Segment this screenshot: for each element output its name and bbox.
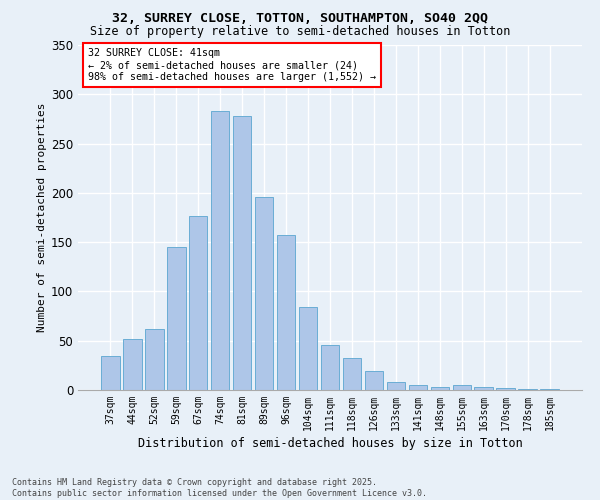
- Bar: [299, 307, 317, 390]
- Text: Contains HM Land Registry data © Crown copyright and database right 2025.
Contai: Contains HM Land Registry data © Crown c…: [12, 478, 427, 498]
- Bar: [277, 235, 295, 390]
- Bar: [541, 389, 559, 390]
- Bar: [409, 385, 427, 390]
- Bar: [386, 382, 405, 390]
- Bar: [365, 372, 383, 390]
- Y-axis label: Number of semi-detached properties: Number of semi-detached properties: [37, 103, 47, 332]
- Text: 32, SURREY CLOSE, TOTTON, SOUTHAMPTON, SO40 2QQ: 32, SURREY CLOSE, TOTTON, SOUTHAMPTON, S…: [112, 12, 488, 26]
- Bar: [496, 388, 515, 390]
- Text: 32 SURREY CLOSE: 41sqm
← 2% of semi-detached houses are smaller (24)
98% of semi: 32 SURREY CLOSE: 41sqm ← 2% of semi-deta…: [88, 48, 376, 82]
- Bar: [343, 358, 361, 390]
- Bar: [431, 387, 449, 390]
- Bar: [475, 387, 493, 390]
- Bar: [233, 116, 251, 390]
- Bar: [101, 356, 119, 390]
- Bar: [211, 111, 229, 390]
- Bar: [320, 344, 340, 390]
- Bar: [518, 389, 537, 390]
- X-axis label: Distribution of semi-detached houses by size in Totton: Distribution of semi-detached houses by …: [137, 437, 523, 450]
- Bar: [452, 385, 471, 390]
- Bar: [145, 329, 164, 390]
- Bar: [123, 338, 142, 390]
- Bar: [255, 197, 274, 390]
- Bar: [167, 247, 185, 390]
- Text: Size of property relative to semi-detached houses in Totton: Size of property relative to semi-detach…: [90, 25, 510, 38]
- Bar: [189, 216, 208, 390]
